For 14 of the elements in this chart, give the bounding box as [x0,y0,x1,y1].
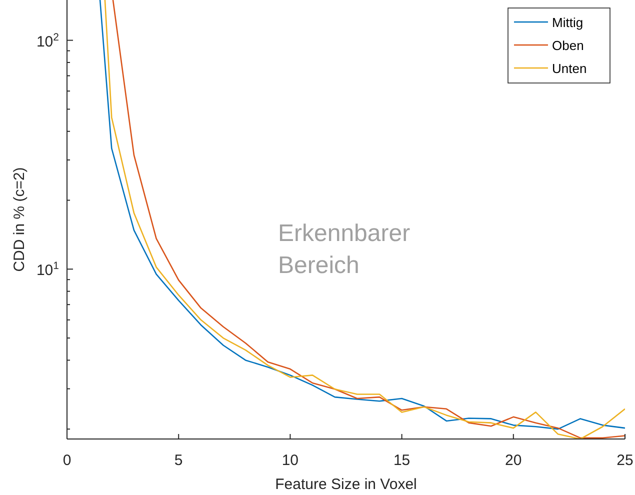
y-axis-title: CDD in % (c=2) [11,167,28,272]
x-tick-label: 25 [616,452,634,469]
y-tick-label: 10$^{1}$ [36,260,60,280]
x-tick-label: 20 [505,452,522,469]
x-tick-label: 15 [393,452,410,469]
y-tick-label: 10$^{2}$ [36,31,60,50]
x-axis-title: Feature Size in Voxel [275,476,417,493]
legend-label: Unten [552,61,587,76]
x-tick-label: 5 [174,452,183,469]
legend-label: Oben [552,38,584,53]
legend-label: Mittig [552,15,584,30]
annotation: Erkennbarer Bereich [278,220,410,279]
x-tick-label: 10 [282,452,299,469]
x-tick-label: 0 [62,452,72,469]
